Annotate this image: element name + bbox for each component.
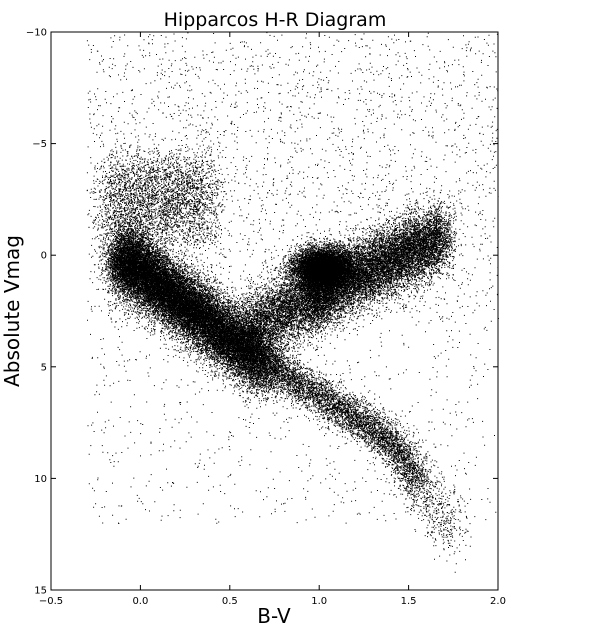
x-tick-label: 0.0 — [132, 596, 148, 607]
scatter-point-group — [292, 191, 461, 334]
scatter-point-group — [98, 196, 285, 401]
x-tick-label: 1.5 — [401, 596, 417, 607]
scatter-point-group — [94, 198, 290, 403]
y-tick-label: −5 — [32, 139, 47, 150]
scatter-point-group — [86, 135, 349, 361]
y-tick-label: 0 — [41, 251, 47, 262]
y-axis: −10 −5 0 5 10 15 — [26, 28, 498, 597]
scatter-point-group — [252, 337, 440, 508]
y-tick-label: −10 — [26, 28, 47, 39]
y-tick-label: 15 — [34, 586, 47, 597]
x-tick-label: −0.5 — [39, 596, 63, 607]
y-axis-label: Absolute Vmag — [0, 235, 24, 387]
scatter-point-group — [229, 239, 357, 386]
x-axis: −0.5 0.0 0.5 1.0 1.5 2.0 — [39, 32, 506, 607]
x-axis-label: B-V — [257, 604, 291, 628]
plot-frame — [50, 31, 499, 591]
chart-title: Hipparcos H-R Diagram — [164, 9, 387, 31]
y-tick-label: 10 — [34, 474, 47, 485]
x-tick-label: 1.0 — [311, 596, 327, 607]
x-tick-label: 0.5 — [222, 596, 238, 607]
x-tick-label: 2.0 — [490, 596, 506, 607]
scatter-point-group — [95, 211, 287, 428]
y-tick-label: 5 — [41, 362, 47, 373]
scatter-points — [86, 32, 499, 573]
